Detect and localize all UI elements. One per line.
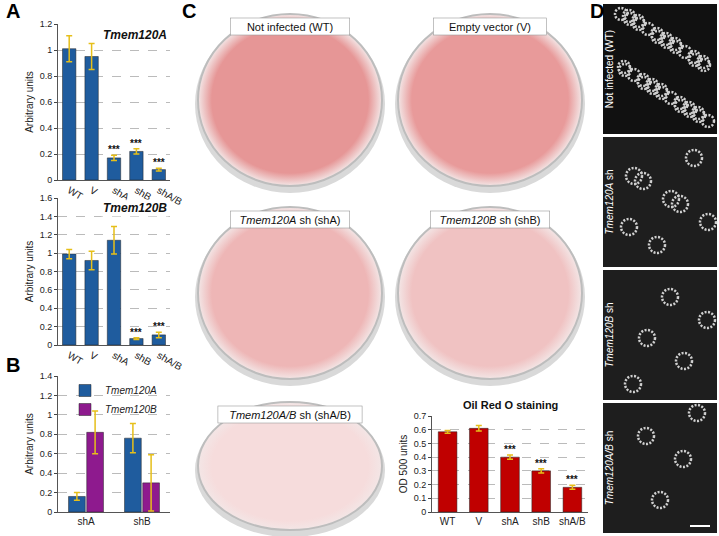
svg-text:shA: shA bbox=[111, 350, 132, 368]
svg-text:A: A bbox=[6, 0, 20, 22]
svg-text:V: V bbox=[88, 350, 100, 363]
svg-text:Tmem120A: Tmem120A bbox=[105, 385, 157, 396]
svg-text:C: C bbox=[182, 0, 196, 22]
svg-text:Tmem120A: Tmem120A bbox=[103, 28, 167, 42]
svg-text:V: V bbox=[88, 185, 100, 198]
svg-text:Arbitrary units: Arbitrary units bbox=[24, 413, 35, 475]
svg-text:Not infected (WT): Not infected (WT) bbox=[604, 30, 615, 108]
svg-text:Empty vector (V): Empty vector (V) bbox=[449, 21, 531, 33]
svg-text:Tmem120B sh (shB): Tmem120B sh (shB) bbox=[440, 214, 541, 226]
svg-text:Tmem120B: Tmem120B bbox=[103, 201, 167, 215]
svg-text:0.7: 0.7 bbox=[414, 411, 427, 421]
svg-text:***: *** bbox=[108, 144, 120, 155]
svg-text:1.4: 1.4 bbox=[40, 212, 53, 222]
svg-text:0: 0 bbox=[47, 175, 52, 185]
svg-text:0: 0 bbox=[47, 507, 52, 517]
svg-text:***: *** bbox=[535, 458, 547, 469]
svg-text:Tmem120A/B sh: Tmem120A/B sh bbox=[604, 431, 615, 505]
svg-text:***: *** bbox=[153, 157, 165, 168]
svg-text:0.3: 0.3 bbox=[414, 466, 427, 476]
svg-text:0.6: 0.6 bbox=[40, 285, 53, 295]
svg-text:0.6: 0.6 bbox=[414, 425, 427, 435]
svg-text:1: 1 bbox=[47, 45, 52, 55]
svg-text:B: B bbox=[6, 354, 20, 376]
svg-text:0.4: 0.4 bbox=[40, 303, 53, 313]
svg-text:WT: WT bbox=[66, 185, 85, 202]
svg-text:0.8: 0.8 bbox=[40, 267, 53, 277]
svg-text:Tmem120A/B sh (shA/B): Tmem120A/B sh (shA/B) bbox=[229, 409, 351, 421]
svg-text:Tmem120B sh: Tmem120B sh bbox=[604, 302, 615, 367]
svg-text:0.4: 0.4 bbox=[40, 468, 53, 478]
svg-text:WT: WT bbox=[66, 350, 85, 367]
svg-text:1.2: 1.2 bbox=[40, 391, 53, 401]
svg-text:shA/B: shA/B bbox=[559, 516, 586, 527]
svg-text:0.4: 0.4 bbox=[40, 123, 53, 133]
svg-text:***: *** bbox=[130, 138, 142, 149]
svg-text:shB: shB bbox=[133, 516, 151, 527]
svg-text:Tmem120A sh: Tmem120A sh bbox=[604, 169, 615, 234]
svg-text:***: *** bbox=[153, 321, 165, 332]
svg-text:0.5: 0.5 bbox=[414, 439, 427, 449]
svg-text:Arbitrary units: Arbitrary units bbox=[24, 71, 35, 133]
svg-text:shA: shA bbox=[111, 185, 132, 203]
svg-text:1.2: 1.2 bbox=[40, 19, 53, 29]
svg-text:0: 0 bbox=[47, 340, 52, 350]
svg-text:shB: shB bbox=[133, 350, 154, 368]
svg-text:1: 1 bbox=[47, 410, 52, 420]
svg-text:1: 1 bbox=[47, 248, 52, 258]
svg-text:WT: WT bbox=[440, 516, 456, 527]
svg-text:0.2: 0.2 bbox=[40, 149, 53, 159]
svg-text:0.4: 0.4 bbox=[414, 452, 427, 462]
svg-text:shB: shB bbox=[133, 185, 154, 203]
svg-text:OD 500 units: OD 500 units bbox=[398, 435, 409, 493]
svg-text:0: 0 bbox=[421, 507, 426, 517]
svg-text:***: *** bbox=[504, 444, 516, 455]
svg-text:1.4: 1.4 bbox=[40, 371, 53, 381]
svg-text:Arbitrary units: Arbitrary units bbox=[24, 241, 35, 303]
svg-text:V: V bbox=[475, 516, 482, 527]
svg-text:shA: shA bbox=[77, 516, 95, 527]
svg-text:shA/B: shA/B bbox=[155, 185, 184, 208]
svg-text:1.2: 1.2 bbox=[40, 230, 53, 240]
svg-text:0.8: 0.8 bbox=[40, 429, 53, 439]
svg-text:shB: shB bbox=[533, 516, 551, 527]
svg-text:0.8: 0.8 bbox=[40, 71, 53, 81]
svg-text:***: *** bbox=[130, 327, 142, 338]
svg-text:shA/B: shA/B bbox=[155, 350, 184, 373]
svg-text:***: *** bbox=[566, 474, 578, 485]
svg-text:0.6: 0.6 bbox=[40, 97, 53, 107]
svg-text:0.2: 0.2 bbox=[40, 488, 53, 498]
svg-text:Tmem120A sh (shA): Tmem120A sh (shA) bbox=[240, 214, 341, 226]
svg-text:shA: shA bbox=[501, 516, 519, 527]
svg-text:1.6: 1.6 bbox=[40, 193, 53, 203]
svg-text:Not infected (WT): Not infected (WT) bbox=[247, 21, 333, 33]
svg-text:D: D bbox=[590, 0, 604, 22]
svg-text:0.1: 0.1 bbox=[414, 493, 427, 503]
svg-text:0.2: 0.2 bbox=[40, 322, 53, 332]
svg-text:0.6: 0.6 bbox=[40, 449, 53, 459]
svg-text:0.2: 0.2 bbox=[414, 480, 427, 490]
svg-text:Oil Red O staining: Oil Red O staining bbox=[463, 399, 558, 411]
svg-text:Tmem120B: Tmem120B bbox=[105, 404, 157, 415]
